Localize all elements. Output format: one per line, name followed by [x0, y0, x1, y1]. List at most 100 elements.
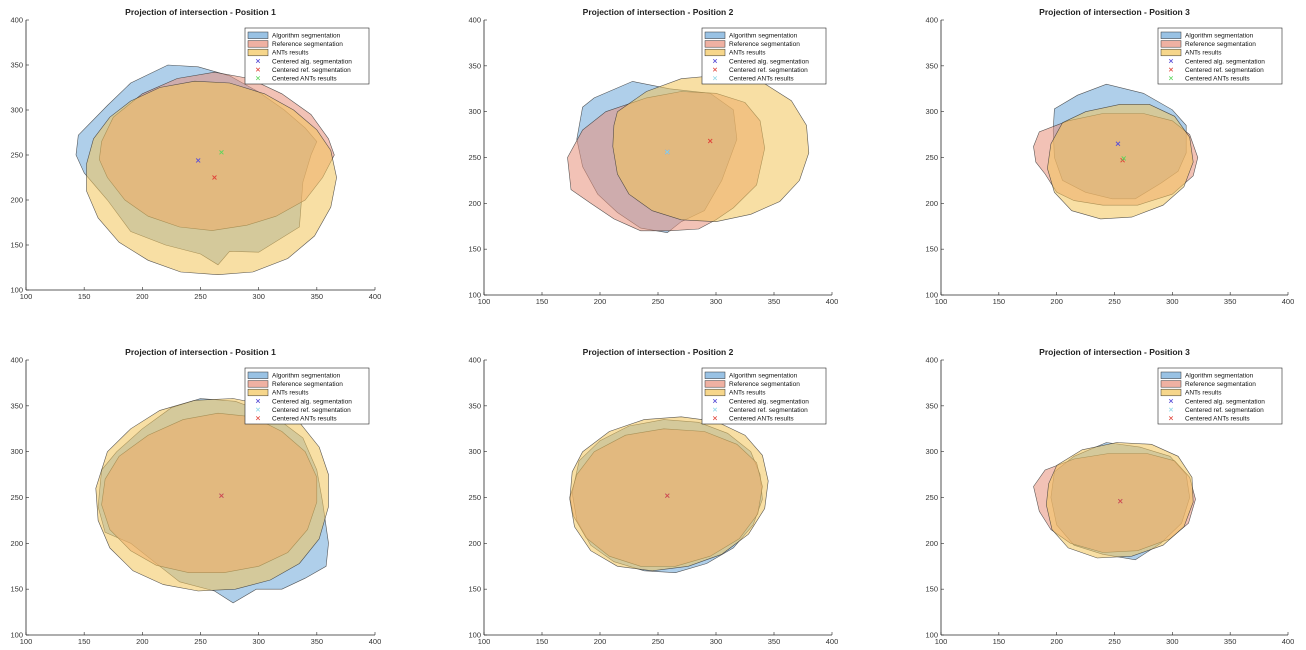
- x-tick-label: 250: [194, 637, 207, 646]
- y-tick-label: 100: [925, 631, 938, 640]
- x-tick-label: 400: [826, 297, 839, 306]
- legend-label: ANTs results: [1185, 390, 1222, 397]
- chart-title: Projection of intersection - Position 1: [125, 7, 276, 17]
- x-tick-label: 350: [311, 637, 324, 646]
- legend-label: Reference segmentation: [1185, 41, 1256, 48]
- y-tick-label: 350: [468, 401, 481, 410]
- legend-label: Centered ref. segmentation: [272, 407, 351, 414]
- y-tick-label: 400: [468, 356, 481, 365]
- chart-panel-3: Projection of intersection - Position 3 1…: [925, 7, 1294, 306]
- y-tick-label: 300: [10, 106, 23, 115]
- legend-swatch: [247, 380, 269, 388]
- legend-label: Centered ref. segmentation: [729, 407, 808, 414]
- legend-swatch: [247, 371, 269, 379]
- marker-centered-ants-results: [664, 493, 670, 498]
- marker-centered-ref-segmentation: [707, 138, 713, 144]
- legend-swatch: [1160, 31, 1182, 39]
- legend-label: Centered ANTs results: [1185, 76, 1250, 83]
- chart-title: Projection of intersection - Position 3: [1039, 347, 1190, 357]
- legend-label: ANTs results: [729, 50, 766, 57]
- x-tick-label: 300: [1166, 637, 1179, 646]
- x-tick-label: 100: [20, 637, 33, 646]
- x-tick-label: 300: [252, 292, 265, 301]
- x-tick-label: 200: [594, 297, 607, 306]
- x-tick-label: 300: [252, 637, 265, 646]
- y-tick-label: 250: [468, 493, 481, 502]
- x-tick-label: 150: [536, 637, 549, 646]
- chart-panel-1: Projection of intersection - Position 1 1…: [10, 7, 381, 301]
- y-tick-label: 350: [925, 401, 938, 410]
- y-tick-label: 150: [10, 585, 23, 594]
- y-tick-label: 150: [10, 241, 23, 250]
- legend-swatch: [1160, 40, 1182, 48]
- legend-marker: [712, 416, 718, 421]
- y-tick-label: 150: [925, 245, 938, 254]
- x-tick-label: 100: [20, 292, 33, 301]
- legend-label: Algorithm segmentation: [1185, 33, 1254, 40]
- x-tick-label: 350: [311, 292, 324, 301]
- chart-panel-4: Projection of intersection - Position 1 1…: [10, 347, 381, 646]
- y-tick-label: 400: [468, 16, 481, 25]
- x-tick-label: 250: [652, 637, 665, 646]
- legend-label: Algorithm segmentation: [272, 373, 341, 380]
- legend-label: Centered alg. segmentation: [272, 58, 352, 65]
- legend-label: Reference segmentation: [1185, 381, 1256, 388]
- x-tick-label: 100: [478, 637, 491, 646]
- region-ants-results: [612, 74, 810, 223]
- y-tick-label: 250: [925, 493, 938, 502]
- legend-swatch: [1160, 48, 1182, 57]
- legend-label: Centered ANTs results: [729, 76, 794, 83]
- x-tick-label: 200: [136, 292, 149, 301]
- legend-label: Centered ANTs results: [272, 416, 337, 423]
- legend-marker: [1168, 398, 1174, 404]
- legend-swatch: [704, 31, 726, 39]
- chart-panel-6: Projection of intersection - Position 3 1…: [925, 347, 1294, 646]
- legend-marker: [1168, 416, 1174, 421]
- y-tick-label: 200: [925, 199, 938, 208]
- y-tick-label: 200: [10, 539, 23, 548]
- legend-label: Centered alg. segmentation: [1185, 58, 1265, 65]
- x-tick-label: 150: [993, 297, 1006, 306]
- region-ants-results: [86, 80, 337, 276]
- legend-swatch: [1160, 388, 1182, 397]
- legend-marker: [1168, 67, 1174, 72]
- y-tick-label: 200: [468, 539, 481, 548]
- legend-label: Centered ref. segmentation: [1185, 67, 1264, 74]
- legend-marker: [712, 398, 718, 404]
- legend-swatch: [247, 31, 269, 39]
- legend-label: Reference segmentation: [272, 381, 343, 388]
- y-tick-label: 100: [468, 631, 481, 640]
- legend-swatch: [247, 48, 269, 57]
- legend-swatch: [1160, 371, 1182, 379]
- x-tick-label: 150: [993, 637, 1006, 646]
- x-tick-label: 300: [710, 297, 723, 306]
- legend-swatch: [704, 388, 726, 397]
- legend-label: Centered alg. segmentation: [1185, 398, 1265, 405]
- legend-marker: [712, 58, 718, 64]
- y-tick-label: 150: [925, 585, 938, 594]
- x-tick-label: 400: [369, 637, 382, 646]
- chart-title: Projection of intersection - Position 1: [125, 347, 276, 357]
- x-tick-label: 400: [1282, 297, 1295, 306]
- x-tick-label: 150: [78, 637, 91, 646]
- x-tick-label: 250: [1108, 637, 1121, 646]
- y-tick-label: 350: [10, 61, 23, 70]
- chart-panel-5: Projection of intersection - Position 2 1…: [468, 347, 838, 646]
- legend-label: Centered ANTs results: [272, 76, 337, 83]
- x-tick-label: 100: [478, 297, 491, 306]
- marker-centered-ants-results: [664, 149, 670, 155]
- x-tick-label: 150: [78, 292, 91, 301]
- y-tick-label: 400: [925, 356, 938, 365]
- y-tick-label: 350: [925, 61, 938, 70]
- legend-label: Centered alg. segmentation: [729, 58, 809, 65]
- x-tick-label: 200: [1050, 637, 1063, 646]
- legend-swatch: [247, 388, 269, 397]
- legend-swatch: [1160, 380, 1182, 388]
- legend-marker: [255, 58, 261, 64]
- x-tick-label: 200: [594, 637, 607, 646]
- x-tick-label: 400: [826, 637, 839, 646]
